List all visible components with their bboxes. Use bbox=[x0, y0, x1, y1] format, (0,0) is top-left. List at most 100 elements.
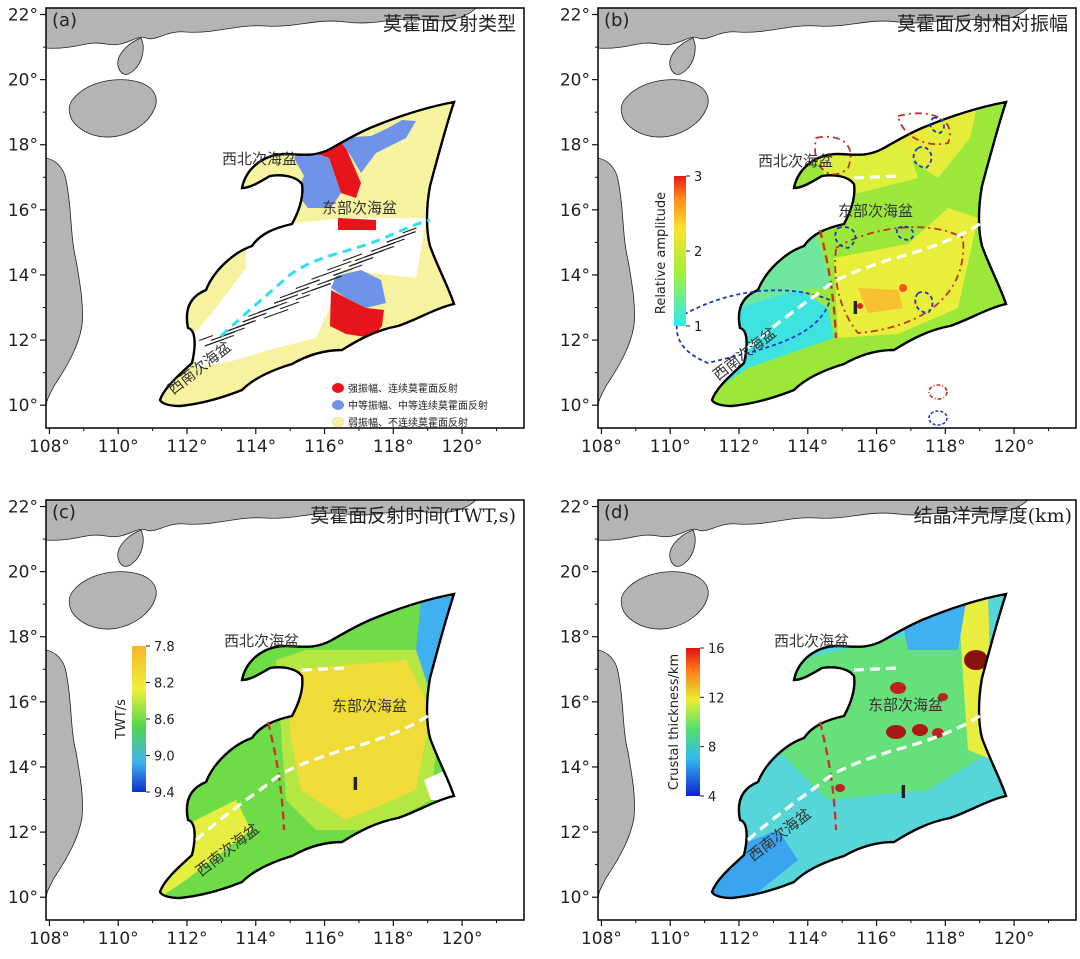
fault-line bbox=[264, 308, 289, 319]
colorbar-title: TWT/s bbox=[114, 699, 129, 740]
basin-label-northwest: 西北次海盆 bbox=[222, 150, 297, 168]
lon-tick-label: 108° bbox=[581, 929, 622, 949]
axis-ticks: 108° 110° 112° 114° 116° 118° 120°22°20°18°16°… bbox=[8, 6, 497, 457]
land-polygon bbox=[598, 157, 635, 409]
land-polygon bbox=[598, 500, 1076, 541]
fault-line bbox=[311, 268, 341, 280]
colorbar-title: Relative amplitude bbox=[654, 192, 669, 314]
lat-tick-label: 12° bbox=[8, 331, 38, 351]
colorbar-ticks: 16 12 8 4 bbox=[700, 642, 725, 805]
panel-b: 108° 110° 112° 114° 116° 118° 120°22°20°18°16°… bbox=[560, 6, 1077, 457]
medium-reflection-zone-north bbox=[294, 148, 341, 208]
panel-label: (b) bbox=[604, 10, 629, 31]
panel-frame bbox=[597, 499, 1077, 921]
land-masses bbox=[46, 500, 524, 901]
fault-line bbox=[358, 256, 374, 264]
basin-outline bbox=[710, 592, 1008, 900]
fault-line bbox=[273, 294, 299, 304]
lon-tick-label: 110° bbox=[650, 929, 691, 949]
spreading-ridge-north bbox=[853, 174, 899, 180]
region-marker: I bbox=[852, 298, 859, 319]
axis-ticks: 108° 110° 112° 114° 116° 118° 120°22°20°18°16°… bbox=[560, 6, 1049, 457]
fault-line bbox=[257, 301, 288, 314]
colorbar-tick-label: 3 bbox=[694, 170, 702, 185]
land-polygon bbox=[117, 529, 144, 567]
lat-tick-label: 14° bbox=[560, 266, 590, 286]
region-marker: I bbox=[352, 774, 359, 795]
lon-tick-label: 108° bbox=[29, 929, 70, 949]
colorbar-tick-label: 1 bbox=[694, 320, 702, 335]
legend-text-medium: 中等振幅、中等连续莫霍面反射 bbox=[348, 399, 488, 412]
fault-line bbox=[289, 286, 310, 295]
lon-tick-label: 120° bbox=[442, 437, 483, 457]
legend-low-amplitude-symbol bbox=[928, 410, 948, 426]
basin-label-east: 东部次海盆 bbox=[332, 697, 407, 715]
legend-swatch-weak bbox=[331, 416, 345, 428]
strong-reflection-zone-south bbox=[330, 290, 384, 338]
colorbar: 3 2 1 Relative amplitude bbox=[654, 170, 702, 335]
lon-tick-label: 120° bbox=[994, 929, 1035, 949]
fault-line bbox=[220, 327, 245, 338]
colorbar-tick-label: 8 bbox=[708, 741, 716, 756]
red-spot bbox=[899, 284, 907, 292]
lon-tick-label: 116° bbox=[856, 929, 897, 949]
colorbar-tick-label: 8.6 bbox=[154, 713, 175, 728]
axis-ticks: 108° 110° 112° 114° 116° 118° 120°22°20°18°16°… bbox=[8, 498, 497, 949]
panel-frame bbox=[597, 7, 1077, 429]
thickness-green-center bbox=[778, 620, 993, 800]
legend: 强振幅、连续莫霍面反射 中等振幅、中等连续莫霍面反射 弱振幅、不连续莫霍面反射 bbox=[331, 382, 488, 429]
lat-tick-label: 22° bbox=[8, 6, 38, 26]
spreading-ridge-north bbox=[301, 666, 347, 672]
panel-title: 莫霍面反射类型 bbox=[383, 13, 516, 35]
colorbar-tick-label: 8.2 bbox=[154, 677, 175, 692]
boundary-line bbox=[818, 721, 838, 831]
land-polygon bbox=[117, 37, 144, 75]
colorbar-tick-label: 2 bbox=[694, 245, 702, 260]
fault-line bbox=[396, 231, 416, 239]
thick-crust-spots bbox=[835, 650, 988, 792]
colorbar-tick-label: 4 bbox=[708, 790, 716, 805]
fault-line bbox=[380, 238, 405, 249]
lon-tick-label: 114° bbox=[235, 437, 276, 457]
fault-lineations bbox=[198, 227, 417, 347]
lon-tick-label: 110° bbox=[650, 437, 691, 457]
thickness-blue-sw bbox=[712, 830, 798, 898]
lon-tick-label: 114° bbox=[235, 929, 276, 949]
lat-tick-label: 16° bbox=[8, 693, 38, 713]
lon-tick-label: 108° bbox=[29, 437, 70, 457]
panel-frame bbox=[45, 7, 525, 429]
spreading-ridge bbox=[746, 206, 1007, 350]
colorbar-ramp bbox=[674, 176, 686, 326]
lat-tick-label: 12° bbox=[8, 823, 38, 843]
lat-tick-label: 14° bbox=[8, 266, 38, 286]
outline-legend bbox=[928, 384, 948, 426]
colorbar-tick-label: 9.0 bbox=[154, 750, 175, 765]
lon-tick-label: 116° bbox=[304, 929, 345, 949]
panel-a: 108° 110° 112° 114° 116° 118° 120° 22° 20° 18° 16°… bbox=[8, 6, 525, 457]
fault-line bbox=[236, 320, 256, 328]
lat-tick-label: 10° bbox=[8, 396, 38, 416]
legend-text-weak: 弱振幅、不连续莫霍面反射 bbox=[348, 416, 468, 429]
panel-label: (c) bbox=[52, 502, 76, 523]
lon-tick-label: 118° bbox=[925, 437, 966, 457]
lon-tick-label: 114° bbox=[787, 437, 828, 457]
fault-line bbox=[295, 294, 311, 301]
region-marker: I bbox=[900, 782, 907, 803]
lat-tick-label: 20° bbox=[8, 563, 38, 583]
panel-title: 莫霍面反射时间(TWT,s) bbox=[310, 505, 516, 527]
basin-label-east: 东部次海盆 bbox=[868, 696, 943, 714]
land-polygon bbox=[46, 500, 524, 541]
lon-tick-label: 118° bbox=[373, 929, 414, 949]
lat-tick-label: 18° bbox=[560, 628, 590, 648]
land-polygon bbox=[620, 571, 709, 630]
land-masses bbox=[598, 8, 1076, 409]
low-amplitude-sw bbox=[712, 288, 834, 406]
panel-frame bbox=[45, 499, 525, 921]
land-polygon bbox=[46, 8, 524, 49]
spreading-ridge bbox=[194, 698, 455, 842]
panel-title: 结晶洋壳厚度(km) bbox=[914, 505, 1072, 527]
fault-line bbox=[327, 275, 342, 282]
land-polygon bbox=[68, 571, 157, 630]
lon-tick-label: 108° bbox=[581, 437, 622, 457]
lon-tick-label: 112° bbox=[167, 929, 208, 949]
